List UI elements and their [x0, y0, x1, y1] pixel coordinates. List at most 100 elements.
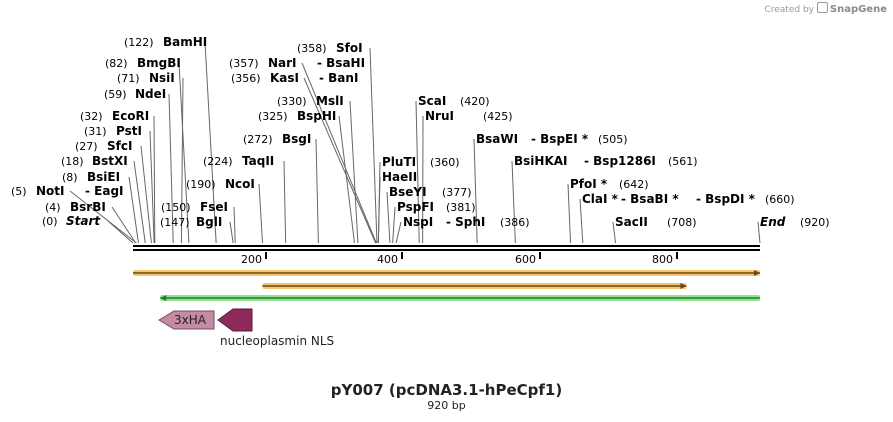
site-ecori-name: EcoRI [112, 109, 149, 123]
site-leaders [69, 41, 761, 244]
site-msli[interactable]: (330) MslI [277, 94, 344, 108]
site-nsii-name: NsiI [149, 71, 175, 85]
credit-prefix: Created by [764, 5, 814, 15]
site-leader-noti [69, 190, 137, 244]
axis-tick-label: 200 [241, 253, 262, 266]
site-sfoi-position: (358) [297, 42, 327, 55]
site-pfoi[interactable]: (642) PfoI * [570, 177, 649, 191]
site-clai-name: ClaI * [582, 192, 619, 206]
site-leader-ecori [153, 115, 156, 244]
site-fsei[interactable]: (150) FseI [161, 200, 228, 214]
site-bmgbi[interactable]: (82) BmgBI [105, 56, 181, 70]
site-leader-ncoi [258, 183, 263, 244]
feature-orange-short[interactable] [262, 283, 687, 289]
site-bsphi[interactable]: (325) BspHI [258, 109, 336, 123]
site-bsawi-name: BsaWI [476, 132, 518, 146]
site-scai-position: (420) [460, 95, 490, 108]
site-bgli[interactable]: (147) BglI [160, 215, 222, 229]
site-ncoi[interactable]: (190) NcoI [186, 177, 255, 191]
site-bamhi[interactable]: (122) BamHI [124, 35, 207, 49]
site-pspfi-name: PspFI [397, 200, 434, 214]
site-leader-nari [301, 62, 377, 244]
site-end[interactable]: (920) End [760, 215, 830, 229]
site-nari-name: NarI [268, 56, 297, 70]
site-scai[interactable]: (420) ScaI [418, 94, 490, 108]
feature-nls[interactable] [217, 308, 253, 332]
site-nspi[interactable]: (386) NspI - SphI [403, 215, 530, 229]
site-kasi-position: (356) [231, 72, 261, 85]
site-bsgi-position: (272) [243, 133, 273, 146]
site-noti-position: (5) [11, 185, 27, 198]
site-nspi-alt-name: - SphI [446, 215, 485, 229]
site-leader-bamhi [204, 41, 217, 244]
site-clai-alt-name: - BsaBI * [621, 192, 679, 206]
site-nsii[interactable]: (71) NsiI [117, 71, 175, 85]
site-psti[interactable]: (31) PstI [84, 124, 142, 138]
site-bsihkai[interactable]: (561) BsiHKAI - Bsp1286I [514, 154, 698, 168]
site-leader-bsphi [338, 115, 355, 244]
site-bsgi[interactable]: (272) BsgI [243, 132, 311, 146]
site-bsihkai-alt-name: - Bsp1286I [584, 154, 656, 168]
site-pluti[interactable]: (360) PluTI [382, 155, 460, 169]
site-leader-bsiei [128, 176, 139, 244]
site-sfci[interactable]: (27) SfcI [75, 139, 132, 153]
site-haeii-name: HaeII [382, 170, 417, 184]
site-nari[interactable]: (357) NarI - BsaHI [229, 56, 365, 70]
site-taqii[interactable]: (224) TaqII [203, 154, 274, 168]
axis-tick-mark [401, 252, 403, 259]
site-bgli-name: BglI [196, 215, 222, 229]
site-bseyi-position: (377) [442, 186, 472, 199]
site-ndei[interactable]: (59) NdeI [104, 87, 166, 101]
feature-orange-long[interactable] [133, 270, 760, 276]
site-leader-pspfi [392, 206, 396, 244]
site-bstxi-position: (18) [61, 155, 84, 168]
site-bstxi-name: BstXI [92, 154, 128, 168]
site-start[interactable]: (0) Start [42, 214, 101, 228]
site-sacii[interactable]: (708) SacII [615, 215, 697, 229]
site-noti-alt-name: - EagI [85, 184, 124, 198]
site-bsrbi[interactable]: (4) BsrBI [45, 200, 106, 214]
3xha-arrow [158, 310, 215, 330]
axis-tick-mark [265, 252, 267, 259]
site-bstxi[interactable]: (18) BstXI [61, 154, 128, 168]
site-bamhi-position: (122) [124, 36, 154, 49]
site-ecori-position: (32) [80, 110, 103, 123]
site-bsiei[interactable]: (8) BsiEI [62, 170, 120, 184]
site-leader-sacii [612, 221, 617, 244]
site-nari-alt-name: - BsaHI [317, 56, 365, 70]
site-leader-start [107, 220, 134, 244]
site-taqii-name: TaqII [242, 154, 274, 168]
axis-tick-mark [676, 252, 678, 259]
site-leader-bsgi [315, 138, 319, 244]
site-bsihkai-position: (561) [668, 155, 698, 168]
site-leader-nsii [180, 77, 184, 244]
site-pspfi[interactable]: (381) PspFI [397, 200, 476, 214]
site-bsihkai-name: BsiHKAI [514, 154, 568, 168]
site-clai[interactable]: (660) ClaI * - BsaBI * - BspDI * [582, 192, 795, 206]
feature-3xha[interactable]: 3xHA [158, 310, 215, 330]
feature-green[interactable] [160, 295, 760, 301]
site-sacii-name: SacII [615, 215, 648, 229]
site-pfoi-position: (642) [619, 178, 649, 191]
site-sfci-name: SfcI [107, 139, 132, 153]
site-kasi-name: KasI [270, 71, 299, 85]
site-nrui[interactable]: (425) NruI [425, 109, 513, 123]
sequence-backbone [133, 245, 760, 251]
site-nari-position: (357) [229, 57, 259, 70]
site-leader-end [757, 221, 761, 244]
site-bseyi-name: BseYI [389, 185, 427, 199]
site-sfoi[interactable]: (358) SfoI [297, 41, 363, 55]
site-haeii[interactable]: HaeII [382, 170, 417, 184]
site-bsphi-position: (325) [258, 110, 288, 123]
site-noti[interactable]: (5) NotI - EagI [11, 184, 124, 198]
backbone-top-strand [133, 245, 760, 247]
axis-tick-label: 600 [515, 253, 536, 266]
site-leader-nspi [395, 221, 402, 244]
site-leader-sfoi [369, 47, 378, 244]
site-bsawi[interactable]: (505) BsaWI - BspEI * [476, 132, 628, 146]
site-ecori[interactable]: (32) EcoRI [80, 109, 149, 123]
site-bsgi-name: BsgI [282, 132, 311, 146]
site-kasi[interactable]: (356) KasI - BanI [231, 71, 358, 85]
site-bseyi[interactable]: (377) BseYI [389, 185, 472, 199]
site-labels: (0) Start(4) BsrBI (5) NotI - EagI(8) BsiEI (18… [11, 35, 830, 229]
